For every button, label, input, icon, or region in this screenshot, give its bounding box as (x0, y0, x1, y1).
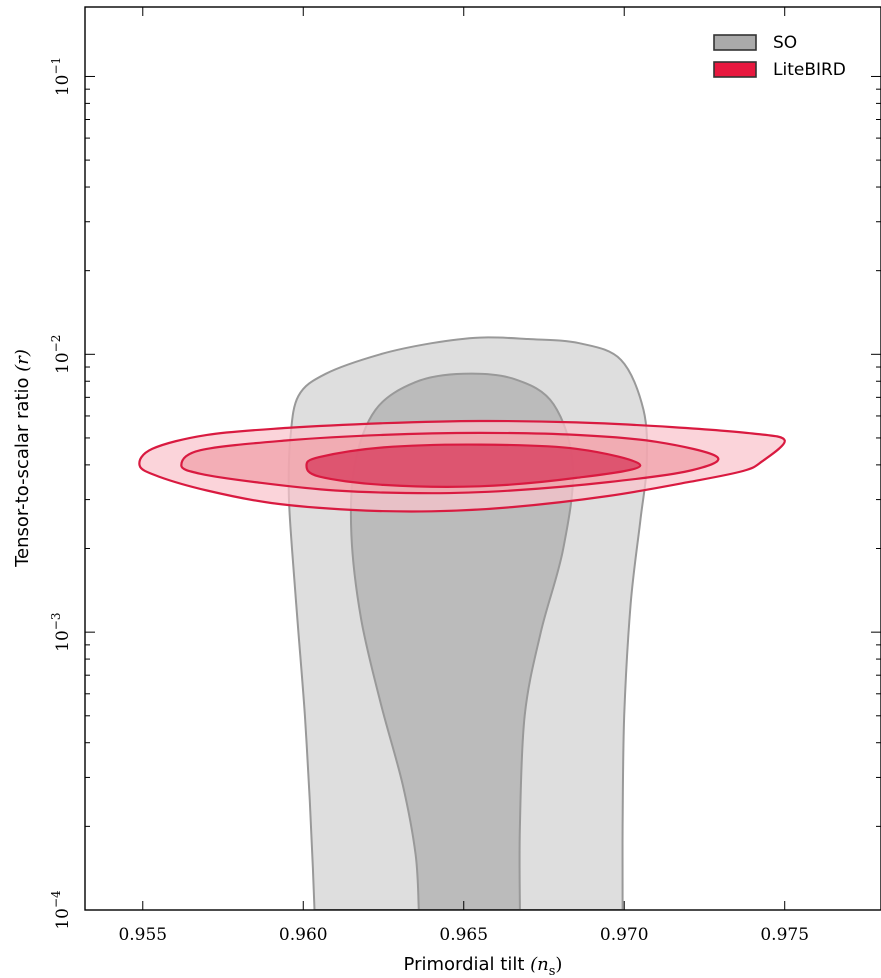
y-ticks: 10−4 10−3 10−2 10−1 (49, 57, 881, 930)
legend-swatch-litebird (713, 61, 757, 78)
litebird-contour-inner (305, 443, 642, 488)
y-tick-label: 10−4 (49, 890, 73, 930)
x-tick-label: 0.960 (279, 925, 328, 945)
contours-layer (87, 336, 881, 913)
x-tick-label: 0.970 (600, 925, 649, 945)
y-tick-label: 10−1 (49, 57, 73, 96)
x-ticks: 0.955 0.960 0.965 0.970 0.975 (118, 7, 809, 945)
y-axis-label: Tensor-to-scalar ratio (r) (12, 349, 33, 568)
y-tick-label: 10−3 (49, 613, 73, 652)
legend-label-so: SO (773, 33, 797, 53)
axis-cover (87, 910, 881, 913)
x-tick-label: 0.965 (439, 925, 488, 945)
y-tick-label: 10−2 (49, 335, 73, 374)
legend-swatch-so (713, 34, 757, 51)
x-tick-label: 0.955 (118, 925, 167, 945)
legend: SO LiteBIRD (713, 33, 846, 80)
legend-label-litebird: LiteBIRD (773, 60, 846, 80)
plot-frame (84, 6, 881, 911)
x-tick-label: 0.975 (760, 925, 809, 945)
x-axis-label: Primordial tilt (ns) (404, 954, 563, 978)
